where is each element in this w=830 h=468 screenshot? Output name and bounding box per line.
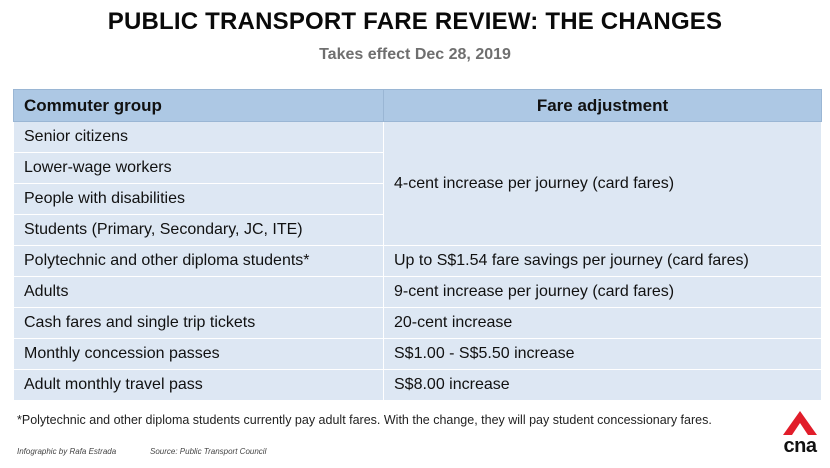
page-title: PUBLIC TRANSPORT FARE REVIEW: THE CHANGE… [107, 8, 723, 35]
table-row: Lower-wage workers [13, 152, 822, 184]
infographic-credit: Infographic by Rafa Estrada [17, 447, 117, 456]
commuter-group-cell: Adults [13, 276, 384, 308]
commuter-group-cell: Students (Primary, Secondary, JC, ITE) [13, 214, 384, 246]
page-subtitle: Takes effect Dec 28, 2019 [319, 46, 511, 63]
fare-adjustment-cell: 4-cent increase per journey (card fares) [383, 121, 822, 246]
commuter-group-cell: Polytechnic and other diploma students* [13, 245, 384, 277]
commuter-group-cell: Lower-wage workers [13, 152, 384, 184]
column-header-commuter-group: Commuter group [13, 89, 384, 122]
cna-logo-mark-icon [783, 411, 817, 435]
column-header-fare-adjustment: Fare adjustment [383, 89, 822, 122]
table-header-row: Commuter group Fare adjustment [13, 89, 822, 122]
fare-adjustment-cell: Up to S$1.54 fare savings per journey (c… [383, 245, 822, 277]
commuter-group-cell: People with disabilities [13, 183, 384, 215]
fare-adjustment-cell: 9-cent increase per journey (card fares) [383, 276, 822, 308]
commuter-group-cell: Monthly concession passes [13, 338, 384, 370]
table-row: Adult monthly travel pass S$8.00 increas… [13, 369, 822, 401]
table-row: Adults 9-cent increase per journey (card… [13, 276, 822, 308]
commuter-group-cell: Adult monthly travel pass [13, 369, 384, 401]
fare-changes-table: Commuter group Fare adjustment Senior ci… [13, 89, 822, 401]
table-row: People with disabilities [13, 183, 822, 215]
table-row: Senior citizens 4-cent increase per jour… [13, 121, 822, 246]
fare-adjustment-cell: S$8.00 increase [383, 369, 822, 401]
fare-adjustment-cell: S$1.00 - S$5.50 increase [383, 338, 822, 370]
source-credit: Source: Public Transport Council [150, 447, 267, 456]
commuter-group-cell: Senior citizens [13, 121, 384, 153]
table-row: Monthly concession passes S$1.00 - S$5.5… [13, 338, 822, 370]
commuter-group-cell: Cash fares and single trip tickets [13, 307, 384, 339]
cna-logo: cna [778, 410, 822, 460]
cna-logo-text: cna [783, 435, 817, 457]
table-row: Polytechnic and other diploma students* … [13, 245, 822, 277]
table-row: Cash fares and single trip tickets 20-ce… [13, 307, 822, 339]
footnote: *Polytechnic and other diploma students … [17, 413, 712, 427]
fare-adjustment-cell: 20-cent increase [383, 307, 822, 339]
